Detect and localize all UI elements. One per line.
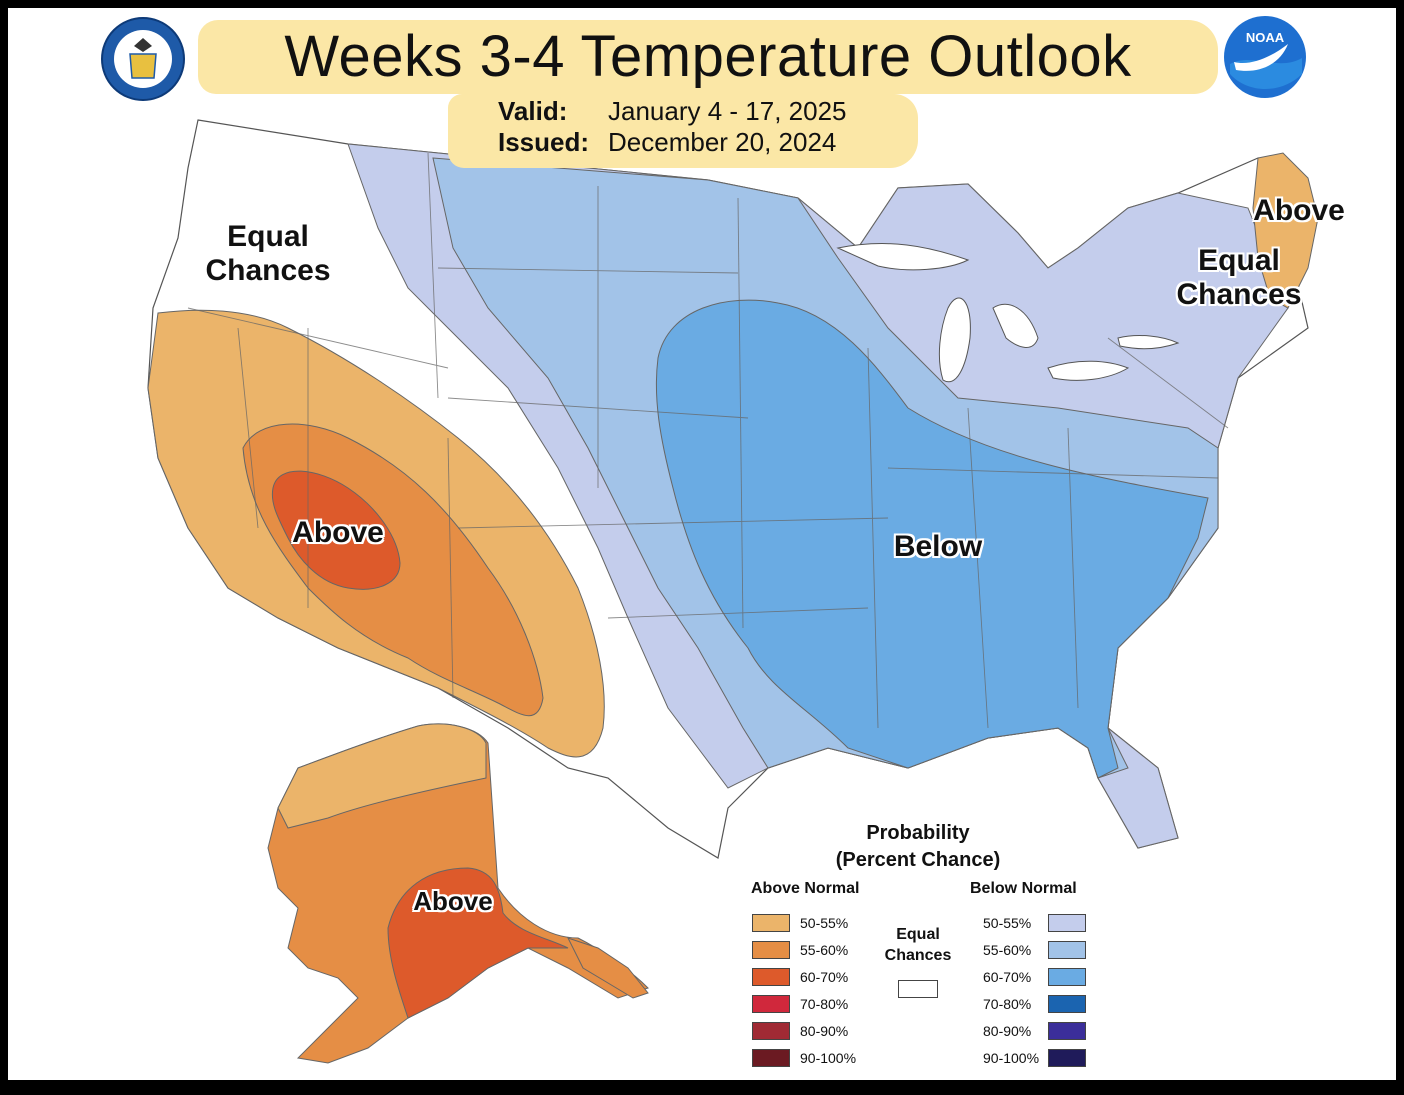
legend-below-swatch [1048,941,1086,959]
issued-value: December 20, 2024 [608,127,837,157]
state-boundaries [187,152,1229,729]
legend-below-label: 50-55% [983,915,1032,931]
alaska-above-50-55 [277,723,487,829]
legend-above-label: 50-55% [800,915,849,931]
noaa-wordmark: NOAA [1246,30,1285,45]
legend-below-swatch [1048,968,1086,986]
legend-below-swatch [1048,914,1086,932]
legend-above-swatch [752,968,790,986]
issued-label: Issued: [498,127,590,157]
great-lakes [836,243,1180,383]
legend-title: Probability (Percent Chance) [798,820,1038,874]
legend-below-label: 55-60% [983,942,1032,958]
legend-above-swatch [752,995,790,1013]
legend-above-label: 60-70% [800,969,849,985]
legend-above-label: 55-60% [800,942,849,958]
valid-dates-row: Valid: January 4 - 17, 2025 [498,96,847,127]
us-temperature-map [147,119,1319,1064]
legend-below-label: 90-100% [983,1050,1040,1066]
label-central-below: Below [893,530,983,563]
legend-above-header: Above Normal [751,880,860,897]
below-60-70-region [655,299,1209,779]
alaska-panhandle [567,937,649,999]
label-west-equal-chances: Equal Chances [205,220,331,287]
legend-below-label: 70-80% [983,996,1032,1012]
legend-equal-chances-swatch [898,980,938,998]
legend-below-label: 60-70% [983,969,1032,985]
alaska-above-60-70 [387,867,569,1019]
legend-below-swatch [1048,1049,1086,1067]
valid-label: Valid: [498,96,568,126]
legend-title-line2: (Percent Chance) [835,849,1001,871]
valid-value: January 4 - 17, 2025 [608,96,847,126]
legend-equal-chances-label: Equal Chances [884,926,952,964]
page-title: Weeks 3-4 Temperature Outlook [284,24,1132,89]
legend-above-label: 90-100% [800,1050,857,1066]
legend-below-swatch [1048,1022,1086,1040]
issued-date-row: Issued: December 20, 2024 [498,127,836,158]
noaa-logo-icon: NOAA [1224,16,1306,98]
legend-above-swatch [752,1022,790,1040]
label-southwest-above: Above [292,516,384,549]
maine-above-region [1252,152,1319,309]
legend-below-header: Below Normal [970,880,1077,897]
legend-above-label: 80-90% [800,1023,849,1039]
label-northeast-equal-chances: Equal Chances [1176,244,1302,311]
legend-above-label: 70-80% [800,996,849,1012]
legend-above-swatch [752,1049,790,1067]
department-of-commerce-seal-icon [101,17,185,101]
legend-below-label: 80-90% [983,1023,1032,1039]
label-maine-above: Above [1253,194,1345,227]
dates-highlight [448,94,918,168]
legend-above-swatch [752,914,790,932]
legend-below-swatch [1048,995,1086,1013]
legend-above-swatch [752,941,790,959]
above-60-70-region [271,470,401,590]
legend-title-line1: Probability [866,822,970,844]
outlook-map-frame: Weeks 3-4 Temperature Outlook Valid: Janu… [8,8,1396,1080]
label-alaska-above: Above [413,886,493,916]
title-highlight [198,20,1218,94]
